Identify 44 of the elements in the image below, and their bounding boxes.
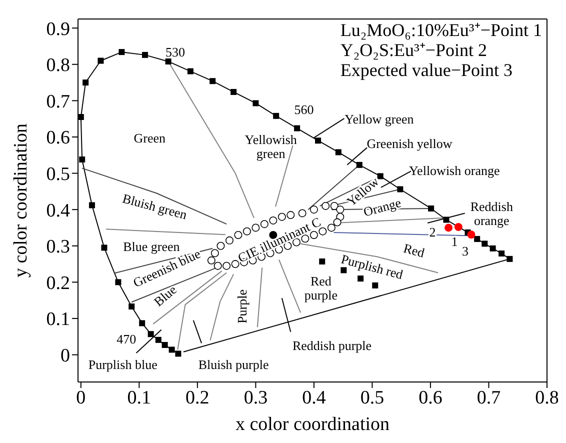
annotation: Greenish yellow [366, 135, 453, 150]
annotation: Reddish purple [292, 337, 372, 352]
y-tick-label: 0.4 [46, 200, 70, 222]
annotation: Bluish purple [198, 356, 269, 372]
annotation: Red [402, 240, 427, 260]
annotation: Yellowish orange [408, 162, 500, 178]
y-tick-label: 0.7 [46, 91, 70, 112]
y-tick-label: 0 [60, 346, 70, 367]
annotation: Purplish blue [88, 356, 158, 372]
annotation: Yellowish green [244, 132, 298, 161]
annotation: Expected value−Point 3 [340, 60, 514, 80]
annotation: Bluish green [121, 190, 190, 222]
annotation: 470 [116, 330, 136, 346]
x-tick-label: 0.5 [360, 387, 384, 408]
annotation: Lu₂MoO₆:10%Eu³⁺−Point 1 [340, 20, 542, 40]
x-axis-title: x color coordination [235, 414, 390, 435]
x-tick-label: 0.8 [535, 387, 559, 408]
annotation: 530 [166, 44, 186, 59]
y-tick-label: 0.1 [46, 309, 70, 330]
annotation: Blue [150, 281, 180, 309]
x-tick-label: 0.4 [302, 387, 326, 408]
y-tick-label: 0.6 [46, 128, 70, 149]
annotation: 1 [451, 234, 458, 248]
y-tick-label: 0.9 [46, 18, 70, 40]
y-tick-label: 0.3 [46, 236, 70, 258]
annotation: Blue green [123, 238, 180, 254]
x-tick-label: 0.1 [127, 387, 152, 408]
annotation: 560 [294, 102, 314, 117]
x-tick-label: 0.6 [418, 387, 442, 408]
annotation: 3 [462, 243, 469, 258]
annotation: Yellow green [344, 110, 414, 126]
x-tick-label: 0.2 [186, 387, 210, 408]
annotation: Red purple [304, 272, 338, 302]
annotation: Y₂O₂S:Eu³⁺−Point 2 [340, 40, 488, 60]
annotation: Reddish orange [470, 198, 514, 228]
y-tick-label: 0.8 [46, 55, 70, 76]
x-tick-label: 0.3 [244, 387, 268, 408]
annotation: Green [134, 130, 166, 146]
x-tick-label: 0.7 [476, 387, 501, 408]
y-axis-title: y color coordination [10, 122, 32, 278]
x-tick-label: 0 [76, 387, 86, 408]
annotation: Purple [234, 289, 250, 324]
y-tick-label: 0.2 [46, 272, 70, 294]
y-tick-label: 0.5 [46, 164, 70, 186]
